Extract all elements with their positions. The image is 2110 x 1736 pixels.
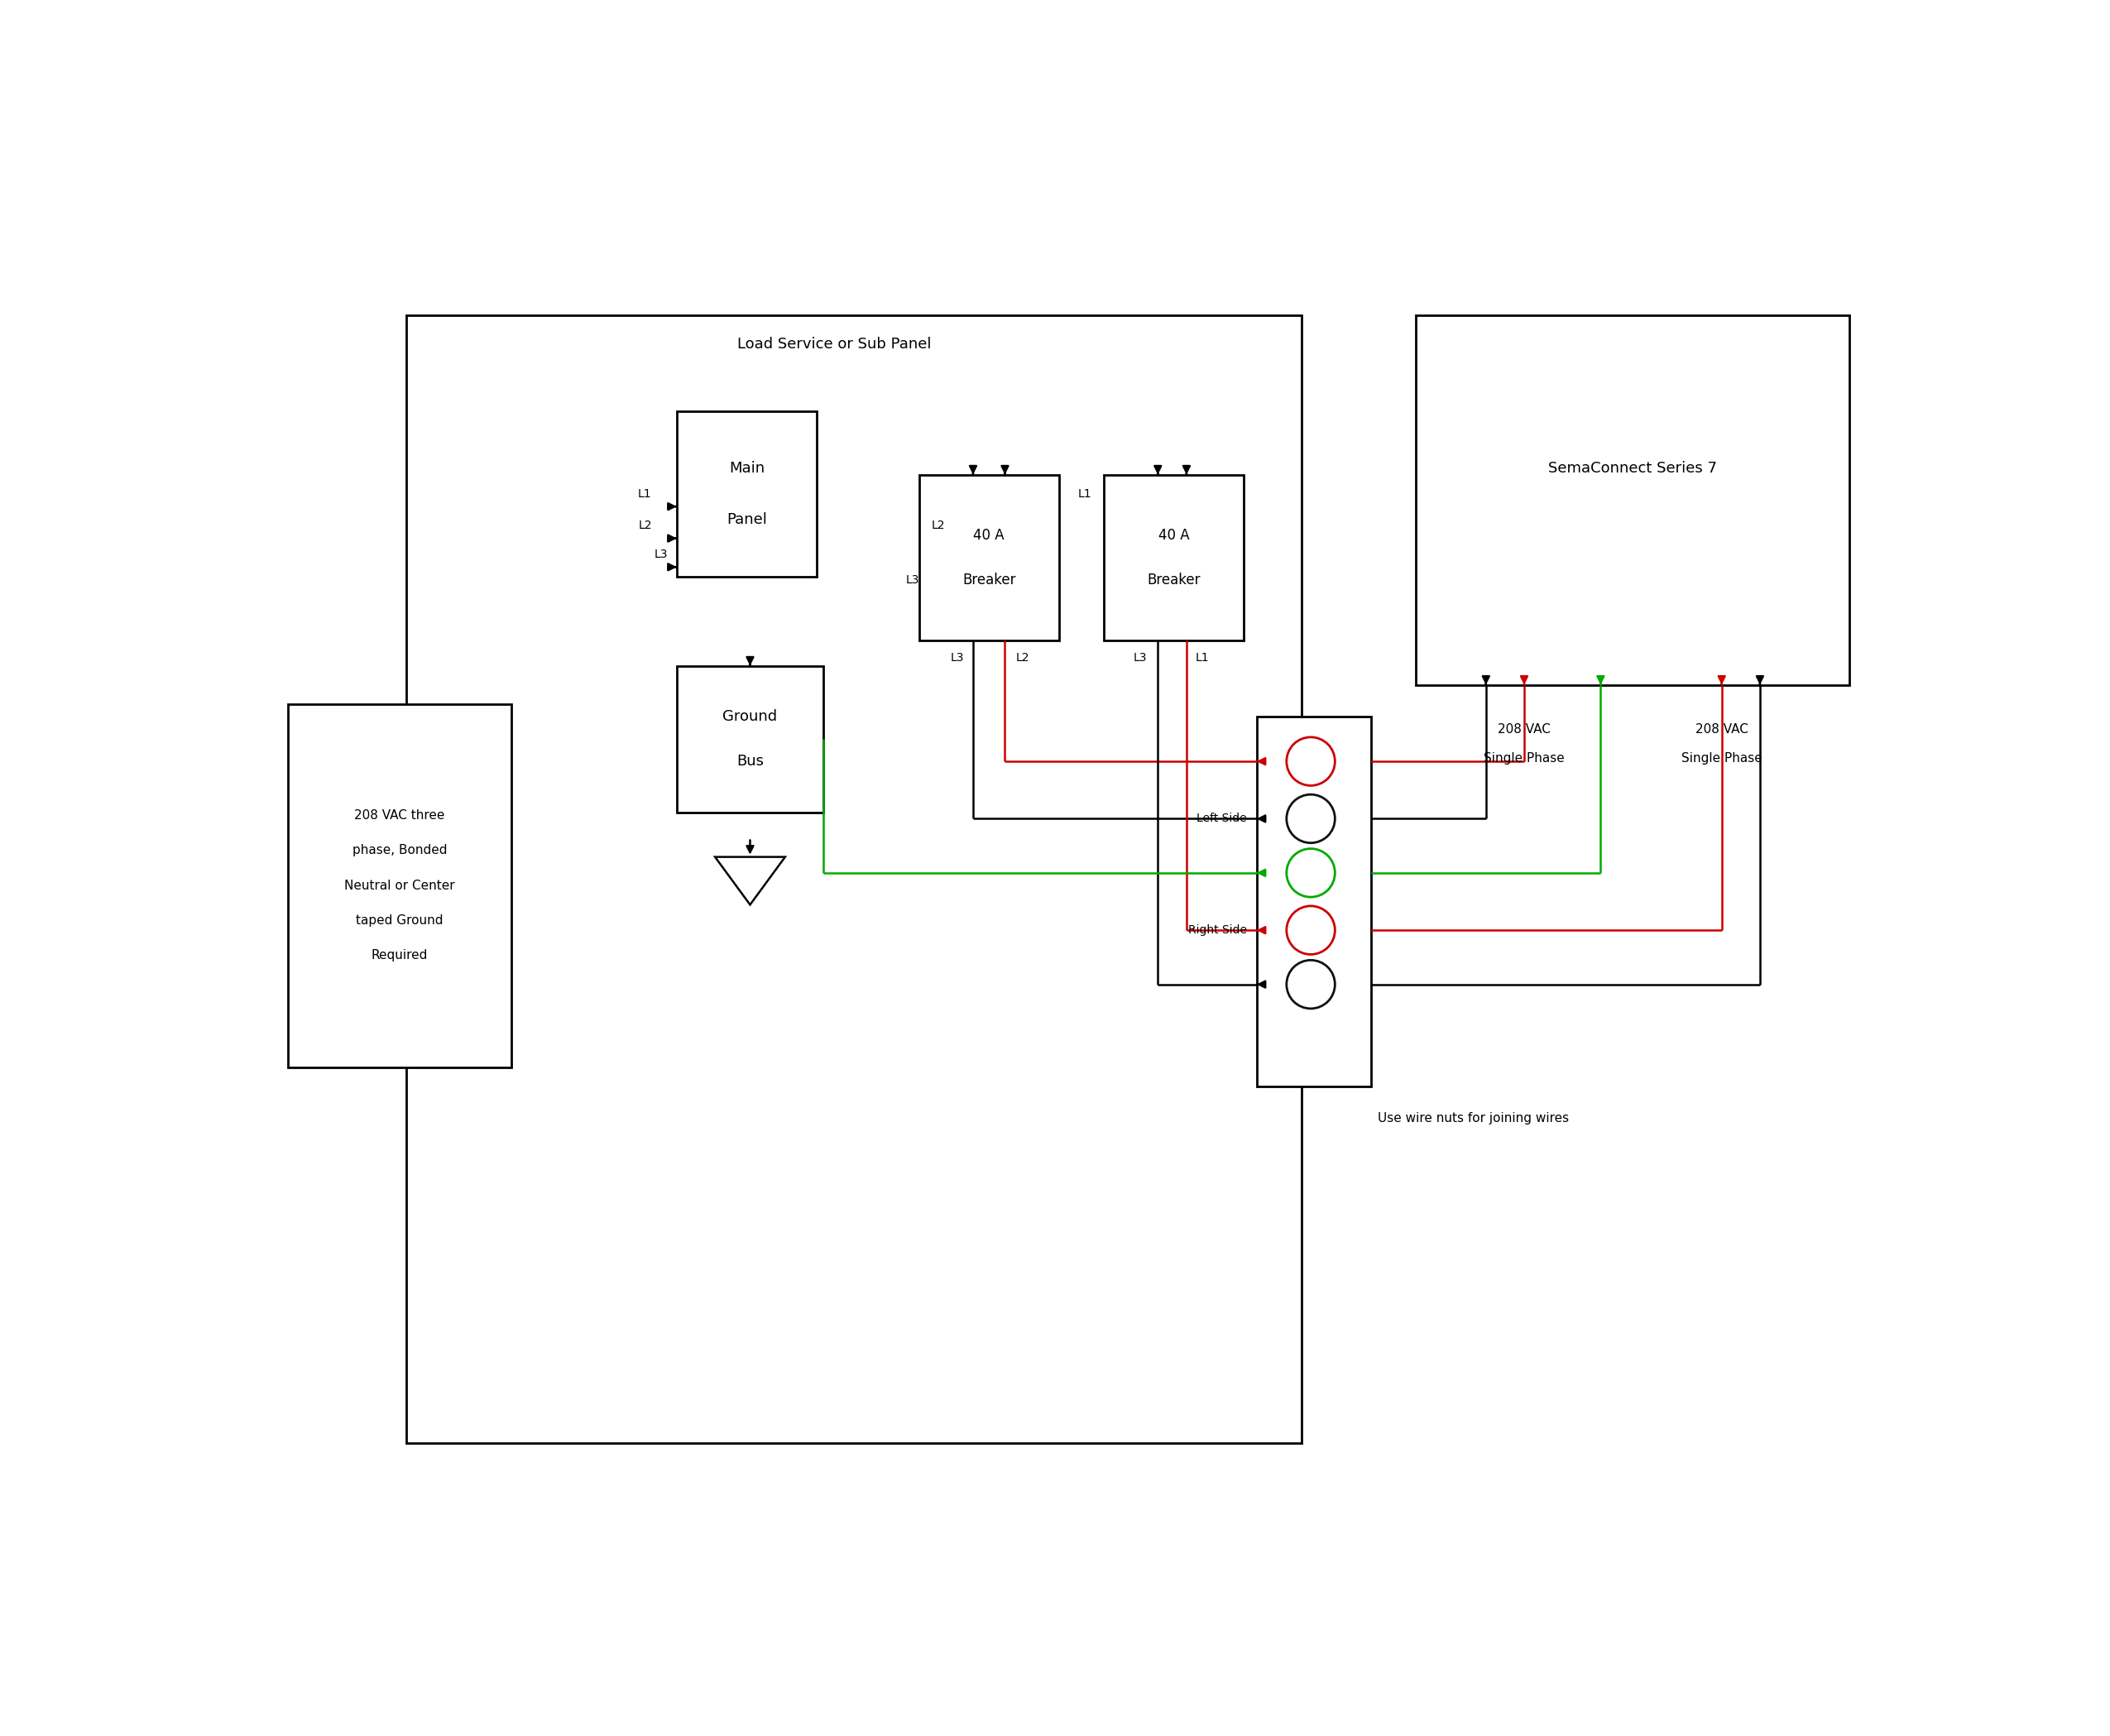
Circle shape (1287, 849, 1336, 898)
Text: Single Phase: Single Phase (1682, 752, 1762, 764)
Bar (289, 705, 511, 1068)
Text: L3: L3 (905, 575, 920, 585)
Text: Load Service or Sub Panel: Load Service or Sub Panel (738, 337, 931, 351)
Bar (405, 316, 1302, 1443)
Text: SemaConnect Series 7: SemaConnect Series 7 (1549, 460, 1718, 476)
Circle shape (1287, 738, 1336, 786)
Text: L3: L3 (949, 653, 964, 663)
Text: Left Side: Left Side (1196, 812, 1247, 825)
Text: Right Side: Right Side (1188, 924, 1247, 936)
Circle shape (1287, 795, 1336, 844)
Text: 208 VAC three: 208 VAC three (354, 809, 445, 821)
Text: L2: L2 (1015, 653, 1030, 663)
Text: Use wire nuts for joining wires: Use wire nuts for joining wires (1378, 1113, 1570, 1125)
Text: 208 VAC: 208 VAC (1498, 724, 1551, 736)
Text: Required: Required (371, 950, 428, 962)
Circle shape (1287, 960, 1336, 1009)
Bar (677, 411, 817, 576)
Text: L2: L2 (637, 519, 652, 531)
Text: L1: L1 (1078, 488, 1091, 500)
Text: L2: L2 (931, 519, 945, 531)
Text: taped Ground: taped Ground (357, 915, 443, 927)
Bar (1104, 474, 1243, 641)
Bar (920, 474, 1059, 641)
Text: Breaker: Breaker (962, 573, 1015, 587)
Text: Ground: Ground (724, 710, 776, 724)
Text: 40 A: 40 A (1158, 528, 1190, 543)
Text: Panel: Panel (726, 512, 768, 526)
Text: L1: L1 (637, 488, 652, 500)
Text: phase, Bonded: phase, Bonded (352, 844, 447, 858)
Text: L1: L1 (1196, 653, 1209, 663)
Text: L3: L3 (654, 549, 667, 561)
Text: 40 A: 40 A (973, 528, 1004, 543)
Bar (1416, 316, 1848, 686)
Text: Breaker: Breaker (1148, 573, 1201, 587)
Bar (1258, 717, 1372, 1087)
Text: Neutral or Center: Neutral or Center (344, 880, 456, 892)
Circle shape (1287, 906, 1336, 955)
Text: 208 VAC: 208 VAC (1694, 724, 1747, 736)
Text: Main: Main (730, 460, 764, 476)
Text: Single Phase: Single Phase (1483, 752, 1566, 764)
Bar (677, 667, 823, 812)
Text: Bus: Bus (736, 753, 764, 769)
Text: L3: L3 (1133, 653, 1148, 663)
